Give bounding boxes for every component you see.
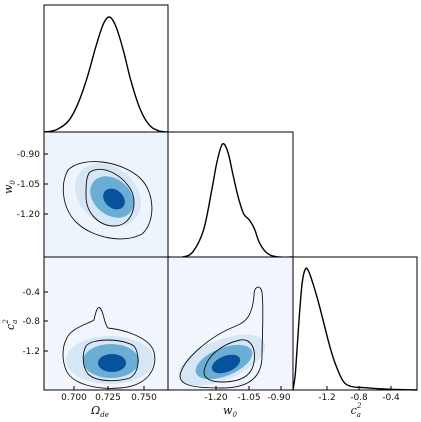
ca2-tick-label: -0.4 [382, 393, 400, 403]
omega-de-tick-label: 0.700 [61, 393, 87, 403]
omega-de-tick-label: 0.750 [131, 393, 157, 403]
w0-tick-label: -0.90 [267, 393, 291, 403]
density-core [103, 188, 125, 210]
ca2-y-axis-label: ca2 [2, 319, 19, 330]
w0-tick-label: -1.20 [17, 210, 41, 220]
w0-ca2-contour-68 [203, 339, 255, 383]
w0-y-axis-label: w0 [2, 180, 17, 194]
omega-w0-contour-95 [62, 161, 153, 240]
w0-tick-label: -1.05 [17, 180, 40, 190]
ca2-tick-label: -1.2 [22, 347, 40, 357]
omega-ca2-contour-68 [82, 339, 139, 382]
ca2-tick-label: -0.8 [22, 317, 40, 327]
omega-ca2-contour-95 [62, 307, 156, 389]
omega-w0-contour-68 [85, 169, 135, 227]
ca2-tick-label: -0.8 [350, 393, 368, 403]
w0-tick-label: -1.20 [204, 393, 228, 403]
ca2-tick-label: -1.2 [318, 393, 336, 403]
marginal-ca2-panel: -1.2 -0.8 -0.4 ca2 [292, 256, 418, 419]
ca2-tick-label: -0.4 [22, 288, 40, 298]
w0-x-axis-label: w0 [223, 404, 237, 419]
joint-omega-de-ca2-panel: -0.4 -0.8 -1.2 ca2 0.700 0.725 0.750 Ωde [2, 256, 169, 419]
joint-w0-ca2-panel: -1.20 -1.05 -0.90 w0 [167, 256, 294, 419]
density-core [211, 354, 241, 374]
marginal-omega-de-panel [43, 4, 169, 133]
w0-tick-label: -0.90 [17, 150, 41, 160]
density-core [98, 354, 126, 372]
w0-marginal-line [167, 142, 294, 259]
joint-omega-de-w0-panel: -0.90 -1.05 -1.20 w0 [2, 131, 169, 258]
omega-de-marginal-line [43, 16, 169, 133]
w0-tick-label: -1.05 [237, 393, 260, 403]
omega-de-tick-label: 0.725 [95, 393, 121, 403]
marginal-w0-panel [167, 131, 294, 259]
ca2-x-axis-label: ca2 [351, 402, 362, 419]
ca2-marginal-line [292, 267, 418, 391]
w0-ca2-contour-95 [179, 286, 264, 389]
omega-de-x-axis-label: Ωde [90, 404, 109, 419]
